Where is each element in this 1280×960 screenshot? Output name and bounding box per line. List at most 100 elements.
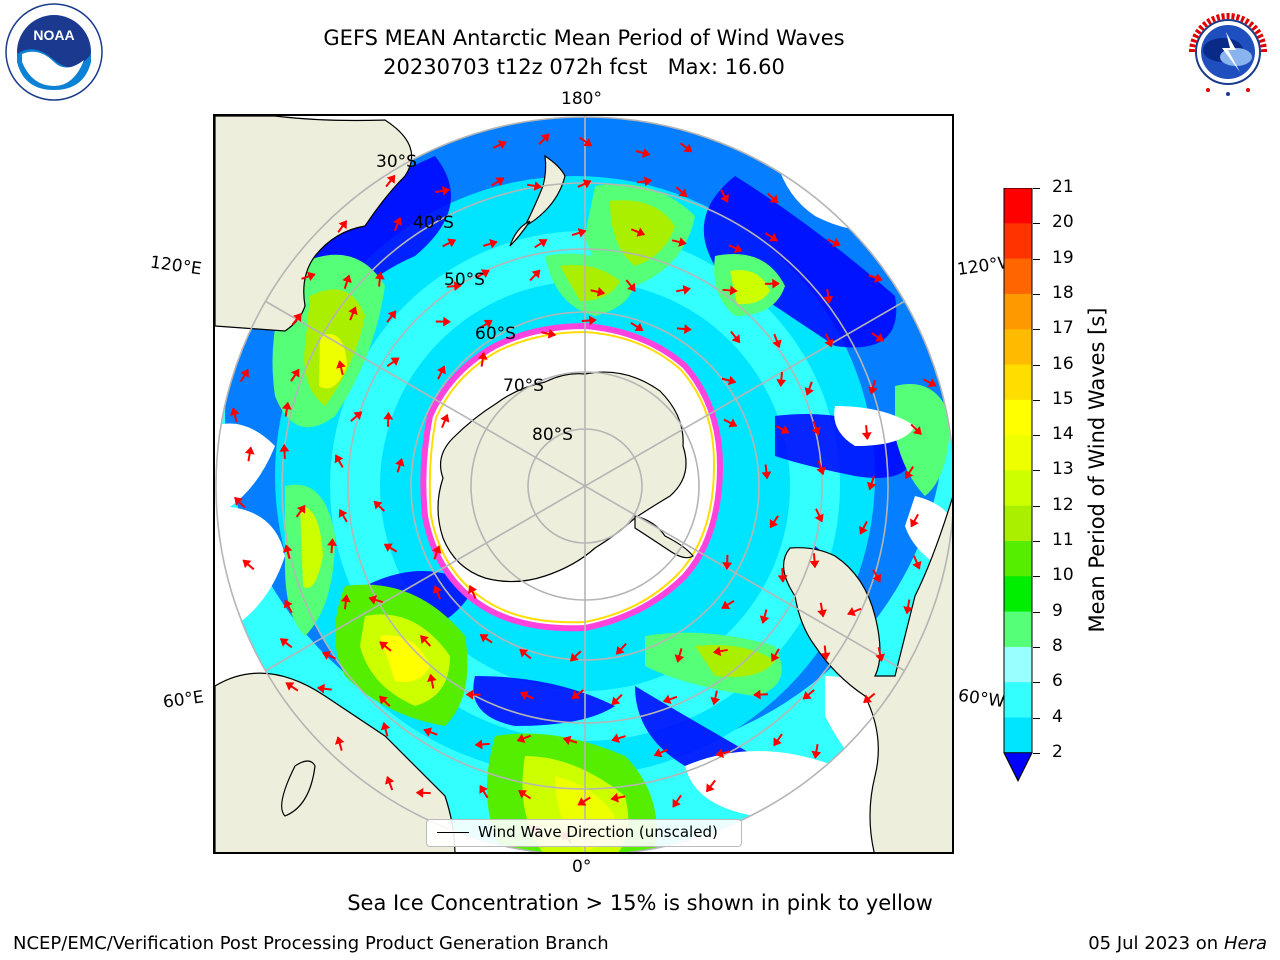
wave-direction-arrowhead bbox=[904, 470, 914, 480]
wave-direction-arrowhead bbox=[474, 739, 483, 750]
wave-direction-arrowhead bbox=[753, 689, 761, 700]
colorbar-tick-mark bbox=[1033, 717, 1040, 719]
wave-direction-arrowhead bbox=[596, 287, 606, 297]
wave-direction-arrowhead bbox=[772, 278, 780, 289]
graticule bbox=[215, 116, 952, 852]
colorbar-segment bbox=[1004, 364, 1032, 401]
wave-direction-arrowhead bbox=[634, 322, 644, 332]
wave-direction-arrowhead bbox=[386, 174, 396, 184]
wave-direction-arrowhead bbox=[427, 673, 437, 683]
wave-direction-arrowhead bbox=[577, 797, 587, 806]
wave-direction-arrowhead bbox=[809, 560, 820, 569]
wave-direction-arrowhead bbox=[814, 513, 824, 523]
wave-direction-arrowhead bbox=[540, 133, 550, 143]
wave-direction-arrowhead bbox=[547, 328, 557, 339]
wave-direction-arrowhead bbox=[240, 368, 249, 378]
nws-logo bbox=[1178, 2, 1278, 102]
chart-title: GEFS MEAN Antarctic Mean Period of Wind … bbox=[323, 26, 845, 50]
lat-label-60s: 60°S bbox=[475, 324, 516, 344]
wave-direction-arrowhead bbox=[875, 333, 885, 342]
colorbar-segment bbox=[1004, 329, 1032, 365]
wave-direction-arrowhead bbox=[432, 545, 442, 554]
wave-direction-arrowhead bbox=[440, 413, 450, 423]
colorbar-tick-label: 9 bbox=[1052, 600, 1063, 621]
colorbar-tick-mark bbox=[1033, 470, 1040, 472]
colorbar-tick-mark bbox=[1033, 541, 1040, 542]
wave-direction-arrowhead bbox=[733, 243, 743, 253]
wave-direction-arrowhead bbox=[804, 387, 814, 396]
land-south-america bbox=[783, 497, 952, 852]
colorbar-tick-mark bbox=[1033, 293, 1040, 295]
colorbar-tick-label: 6 bbox=[1052, 671, 1063, 692]
wave-direction-arrowhead bbox=[583, 137, 593, 147]
land-new-zealand bbox=[523, 154, 566, 228]
colorbar-tick-label: 4 bbox=[1052, 706, 1063, 727]
lat-label-40s: 40°S bbox=[413, 213, 454, 233]
wave-direction-arrowhead bbox=[291, 368, 300, 378]
wave-direction-arrowhead bbox=[588, 315, 597, 326]
colorbar-tick-label: 2 bbox=[1052, 741, 1063, 762]
colorbar-tick-mark bbox=[1033, 576, 1040, 578]
wave-direction-arrowhead bbox=[927, 378, 937, 388]
lon-label-60e: 60°E bbox=[161, 687, 206, 713]
wave-direction-arrowhead bbox=[379, 695, 388, 705]
wave-direction-arrowhead bbox=[281, 401, 292, 410]
wave-direction-arrowhead bbox=[653, 748, 663, 758]
wave-direction-arrowhead bbox=[769, 519, 779, 529]
wave-direction-arrowhead bbox=[802, 690, 812, 700]
sea-ice-yellow-edge bbox=[428, 330, 716, 624]
wave-direction-arrowhead bbox=[721, 600, 731, 609]
wave-direction-arrowhead bbox=[627, 282, 636, 292]
wave-direction-arrowhead bbox=[820, 652, 831, 661]
wave-direction-arrowhead bbox=[443, 316, 451, 327]
colorbar-segment bbox=[1004, 435, 1032, 471]
colorbar-tick-mark bbox=[1033, 505, 1040, 507]
wave-direction-arrowhead bbox=[672, 798, 681, 808]
wave-direction-arrowhead bbox=[390, 357, 400, 366]
wave-direction-arrowhead bbox=[423, 727, 432, 737]
wave-direction-arrowhead bbox=[678, 237, 687, 247]
colorbar-tick-label: 17 bbox=[1052, 318, 1074, 339]
wave-direction-arrowhead bbox=[824, 338, 834, 348]
wave-direction-arrowhead bbox=[644, 176, 653, 187]
wave-direction-arrowhead bbox=[368, 595, 377, 605]
lat-label-30s: 30°S bbox=[376, 152, 417, 172]
wave-direction-arrowhead bbox=[519, 691, 529, 701]
wave-direction-arrowhead bbox=[577, 228, 587, 238]
colorbar-segment bbox=[1004, 188, 1032, 224]
wave-direction-arrowhead bbox=[387, 310, 397, 320]
wave-direction-arrowhead bbox=[453, 281, 462, 292]
wave-direction-arrowhead bbox=[611, 733, 620, 743]
wave-direction-arrowhead bbox=[722, 562, 733, 570]
wave-direction-arrowhead bbox=[727, 375, 737, 386]
colorbar-segment bbox=[1004, 541, 1032, 577]
wave-direction-arrowhead bbox=[615, 645, 625, 655]
wave-direction-arrowhead bbox=[489, 239, 498, 249]
colorbar-outline bbox=[1003, 187, 1033, 782]
colorbar-segment bbox=[1004, 399, 1032, 436]
lon-label-60w: 60°W bbox=[956, 685, 1007, 713]
wave-direction-arrowhead bbox=[380, 722, 391, 731]
lon-label-120e: 120°E bbox=[148, 252, 203, 280]
colorbar-tick-mark bbox=[1033, 188, 1040, 189]
wave-direction-arrowhead bbox=[761, 471, 772, 480]
wave-direction-arrowhead bbox=[817, 609, 827, 618]
wave-direction-arrowhead bbox=[234, 496, 243, 506]
wave-direction-arrowhead bbox=[293, 313, 302, 322]
wave-direction-arrowhead bbox=[868, 386, 878, 395]
wave-direction-arrowhead bbox=[720, 194, 729, 203]
sea-ice-note: Sea Ice Concentration > 15% is shown in … bbox=[347, 891, 933, 915]
wave-direction-arrowhead bbox=[373, 500, 383, 510]
wave-direction-arrowhead bbox=[336, 360, 346, 369]
wave-direction-arrowhead bbox=[379, 641, 389, 650]
wave-direction-arrowhead bbox=[610, 792, 619, 803]
sea-ice-region bbox=[420, 322, 724, 632]
lat-label-50s: 50°S bbox=[444, 270, 485, 290]
wave-direction-arrowhead bbox=[283, 599, 293, 609]
wave-direction-arrowhead bbox=[279, 638, 289, 647]
wave-direction-arrowhead bbox=[683, 143, 693, 153]
wave-direction-arrowhead bbox=[636, 227, 646, 237]
legend-label: Wind Wave Direction (unscaled) bbox=[478, 823, 718, 841]
wave-direction-arrowhead bbox=[374, 271, 385, 280]
wave-direction-arrowhead bbox=[861, 432, 872, 441]
